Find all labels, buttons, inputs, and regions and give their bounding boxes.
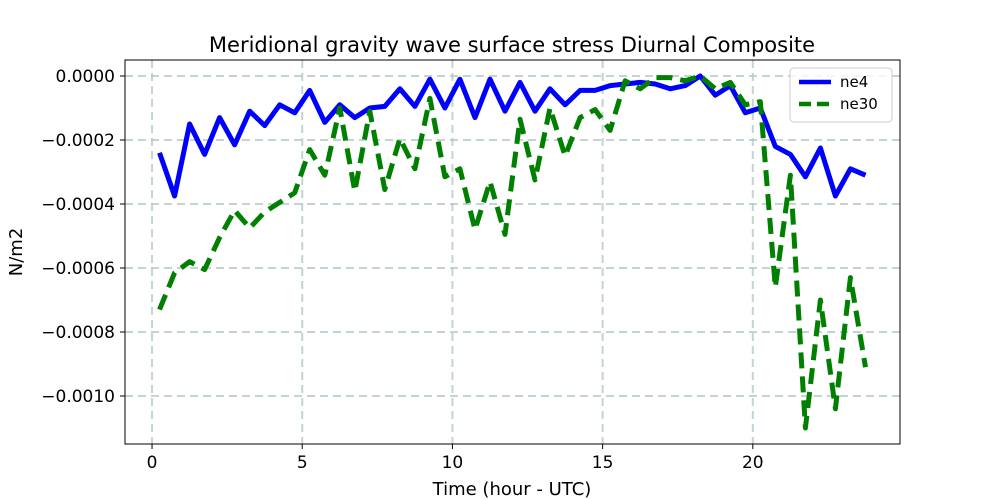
series-layer <box>157 73 868 431</box>
x-tick-label: 20 <box>742 453 764 473</box>
y-tick-label: 0.0000 <box>56 67 115 87</box>
x-tick-label: 0 <box>147 453 158 473</box>
y-tick-label: −0.0006 <box>41 259 115 279</box>
series-line-ne30 <box>157 73 868 431</box>
y-tick-label: −0.0002 <box>41 131 115 151</box>
y-tick-label: −0.0004 <box>41 195 115 215</box>
legend-label-ne4: ne4 <box>840 73 868 91</box>
x-tick-label: 10 <box>442 453 464 473</box>
y-axis-label: N/m2 <box>6 228 27 277</box>
x-axis-label: Time (hour - UTC) <box>432 479 592 500</box>
series-line-ne4 <box>157 73 867 199</box>
chart-title: Meridional gravity wave surface stress D… <box>209 33 815 57</box>
legend-label-ne30: ne30 <box>840 95 878 113</box>
x-tick-label: 15 <box>592 453 614 473</box>
grid <box>125 60 900 444</box>
x-tick-label: 5 <box>297 453 308 473</box>
y-tick-label: −0.0010 <box>41 387 115 407</box>
y-tick-label: −0.0008 <box>41 323 115 343</box>
plot-area-frame <box>124 59 901 445</box>
y-axis: 0.0000 −0.0002 −0.0004 −0.0006 −0.0008 −0.001… <box>41 67 125 407</box>
legend: ne4 ne30 <box>789 67 893 123</box>
x-axis: 0 5 10 15 20 <box>147 444 764 473</box>
